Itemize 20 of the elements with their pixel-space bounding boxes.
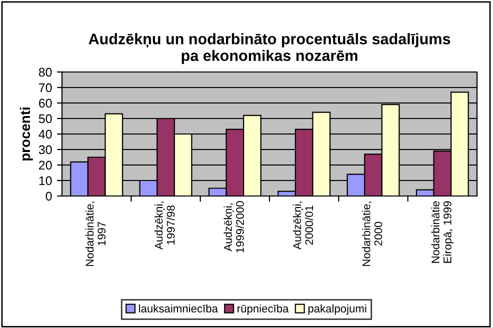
x-tick-label: Nodarbinātie Eiropā, 1999 bbox=[431, 201, 454, 263]
legend-label: lauksaimniecība bbox=[139, 304, 218, 313]
y-axis-title: procenti bbox=[20, 108, 33, 160]
y-tick-label: 40 bbox=[38, 130, 52, 139]
y-tick-label: 20 bbox=[39, 160, 52, 170]
chart-title: Audzēkņu un nodarbināto procentuāls sadalījums pa ekonomikas nozarēm bbox=[88, 33, 450, 64]
x-tick-label: Audzēkņi, 1997/98 bbox=[154, 202, 175, 250]
x-tick-label: Nodarbinātie, 1997 bbox=[85, 202, 106, 266]
y-tick-label: 30 bbox=[38, 145, 52, 154]
x-tick-label: Audzēkņi, 2000/01 bbox=[292, 202, 314, 250]
y-tick-label: 80 bbox=[38, 68, 52, 77]
legend-label: pakalpojumi bbox=[308, 304, 366, 315]
y-tick-label: 10 bbox=[39, 176, 52, 186]
y-tick-label: 70 bbox=[39, 83, 52, 92]
x-tick-label: Nodarbinātie, 2000 bbox=[362, 202, 382, 266]
y-tick-label: 60 bbox=[39, 98, 52, 108]
y-tick-label: 50 bbox=[38, 114, 52, 124]
y-tick-label: 0 bbox=[46, 192, 52, 201]
x-tick-label: Audzēkņi, 1999/2000 bbox=[224, 201, 244, 252]
legend-label: rūpniecība bbox=[238, 304, 289, 315]
